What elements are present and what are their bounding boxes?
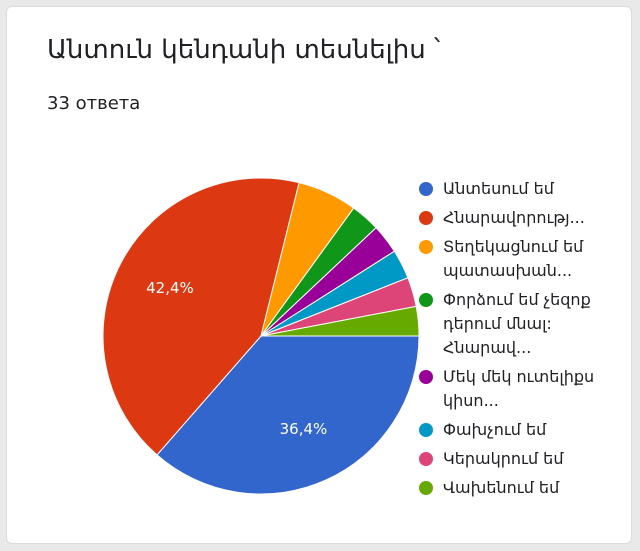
- pie-slice: [260, 305, 420, 337]
- slice-label: 36,4%: [280, 420, 328, 438]
- response-count: 33 ответа: [47, 93, 141, 114]
- legend-label: Փորձում եմ չեզոք դերում մնալ: Հնարավ...: [443, 290, 591, 357]
- legend-swatch: [419, 182, 433, 196]
- legend-swatch: [419, 423, 433, 437]
- legend-label: Մեկ մեկ ուտելիքս կիսո...: [443, 367, 595, 410]
- legend-label: Հնարավորությ...: [443, 208, 585, 227]
- legend-item: Փախչում եմ: [419, 418, 609, 442]
- legend-label: Վախենում եմ: [443, 478, 560, 497]
- legend-item: Վախենում եմ: [419, 476, 609, 500]
- card: Անտուն կենդանի տեսնելիս ՝ 33 ответа 36,4…: [6, 6, 632, 544]
- legend-item: Մեկ մեկ ուտելիքս կիսո...: [419, 365, 609, 413]
- legend-label: Փախչում եմ: [443, 420, 547, 439]
- legend-swatch: [419, 481, 433, 495]
- legend-item: Կերակրում եմ: [419, 447, 609, 471]
- legend-swatch: [419, 240, 433, 254]
- legend-label: Տեղեկացնում եմ պատասխան...: [443, 237, 584, 280]
- pie-slice: [102, 177, 300, 456]
- legend-swatch: [419, 211, 433, 225]
- legend-item: Փորձում եմ չեզոք դերում մնալ: Հնարավ...: [419, 288, 609, 360]
- legend-item: Անտեսում եմ: [419, 177, 609, 201]
- chart-title: Անտուն կենդանի տեսնելիս ՝: [47, 35, 441, 65]
- legend-swatch: [419, 370, 433, 384]
- legend-item: Տեղեկացնում եմ պատասխան...: [419, 235, 609, 283]
- pie-slice: [156, 335, 420, 495]
- legend-swatch: [419, 452, 433, 466]
- legend-label: Կերակրում եմ: [443, 449, 564, 468]
- legend-item: Հնարավորությ...: [419, 206, 609, 230]
- legend: Անտեսում եմ Հնարավորությ... Տեղեկացնում եմ…: [419, 177, 609, 505]
- pie-chart: 36,4% 42,4%: [102, 177, 420, 495]
- slice-label: 42,4%: [146, 279, 194, 297]
- legend-swatch: [419, 293, 433, 307]
- legend-label: Անտեսում եմ: [443, 179, 554, 198]
